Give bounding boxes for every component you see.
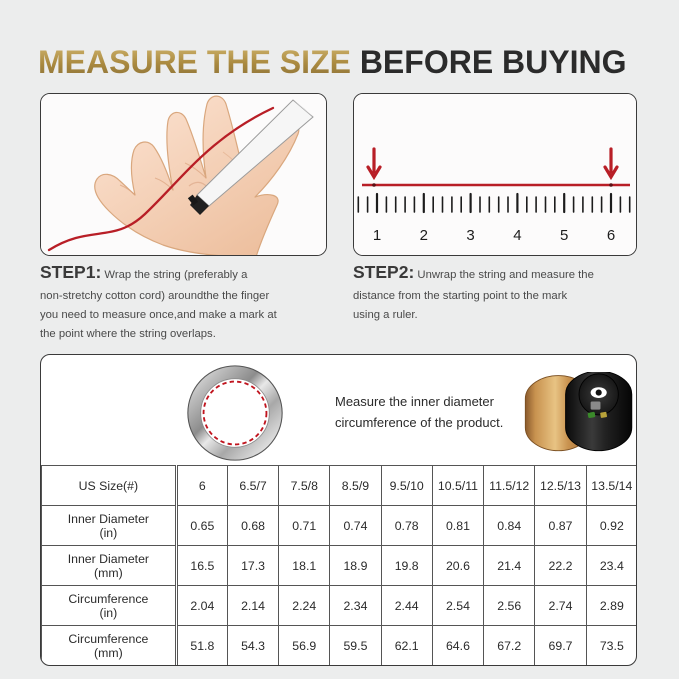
svg-text:3: 3 <box>466 227 474 244</box>
svg-text:6: 6 <box>607 227 615 244</box>
svg-text:1: 1 <box>373 227 381 244</box>
svg-text:5: 5 <box>560 227 568 244</box>
svg-text:2: 2 <box>420 227 428 244</box>
svg-text:4: 4 <box>513 227 521 244</box>
